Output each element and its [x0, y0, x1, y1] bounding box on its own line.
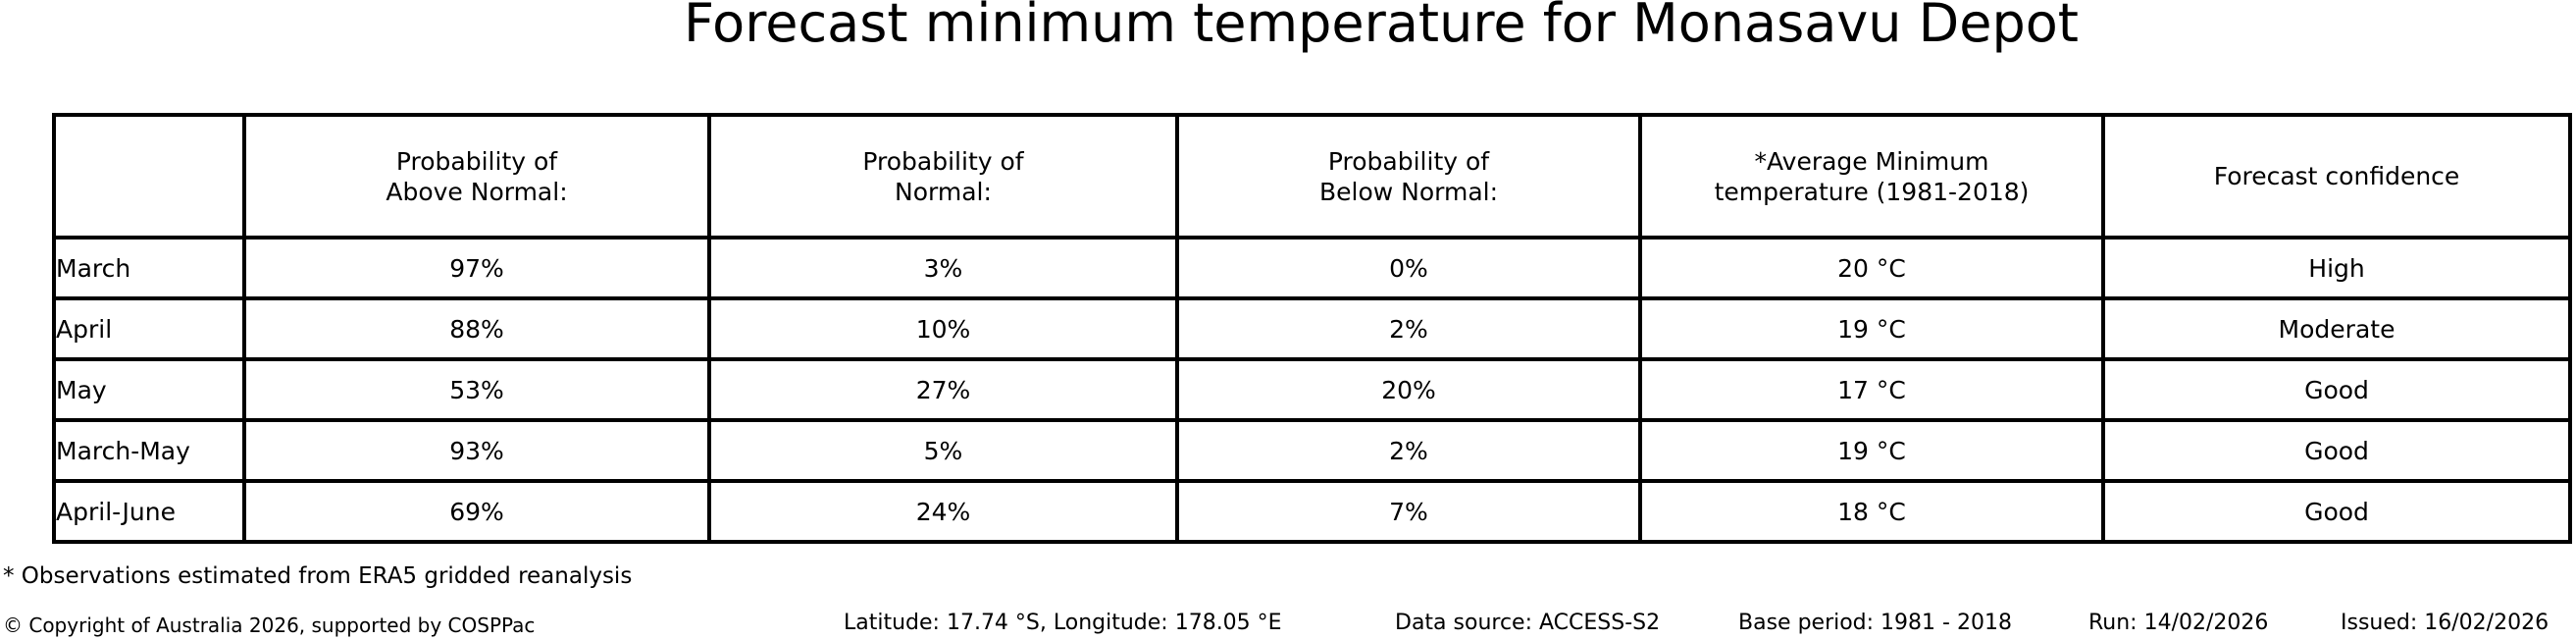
- copyright-text: © Copyright of Australia 2026, supported…: [3, 613, 536, 637]
- table-row-march: March 97% 3% 0% 20 °C High: [52, 236, 2572, 300]
- col-header-below-normal: Probability of Below Normal:: [1175, 113, 1642, 240]
- row-label: April-June: [52, 479, 246, 544]
- cell-confidence: High: [2101, 236, 2572, 300]
- cell-normal: 3%: [707, 236, 1179, 300]
- run-date-text: Run: 14/02/2026: [2088, 611, 2269, 635]
- col-header-forecast-confidence: Forecast confidence: [2101, 113, 2572, 240]
- corner-cell: [52, 113, 246, 240]
- cell-below-normal: 7%: [1175, 479, 1642, 544]
- cell-normal: 10%: [707, 296, 1179, 361]
- cell-below-normal: 2%: [1175, 418, 1642, 483]
- cell-above-normal: 88%: [242, 296, 711, 361]
- cell-avg-min-temp: 19 °C: [1638, 296, 2105, 361]
- col-header-above-normal: Probability of Above Normal:: [242, 113, 711, 240]
- col-header-normal: Probability of Normal:: [707, 113, 1179, 240]
- table-row-may: May 53% 27% 20% 17 °C Good: [52, 357, 2572, 422]
- cell-normal: 27%: [707, 357, 1179, 422]
- cell-below-normal: 2%: [1175, 296, 1642, 361]
- cell-normal: 24%: [707, 479, 1179, 544]
- cell-avg-min-temp: 19 °C: [1638, 418, 2105, 483]
- data-source-text: Data source: ACCESS-S2: [1395, 611, 1661, 635]
- col-header-avg-min-temp: *Average Minimum temperature (1981-2018): [1638, 113, 2105, 240]
- row-label: March: [52, 236, 246, 300]
- row-label: April: [52, 296, 246, 361]
- cell-above-normal: 97%: [242, 236, 711, 300]
- issued-date-text: Issued: 16/02/2026: [2341, 611, 2550, 635]
- cell-above-normal: 69%: [242, 479, 711, 544]
- footnote: * Observations estimated from ERA5 gridd…: [3, 563, 633, 589]
- base-period-text: Base period: 1981 - 2018: [1738, 611, 2012, 635]
- cell-normal: 5%: [707, 418, 1179, 483]
- cell-confidence: Moderate: [2101, 296, 2572, 361]
- cell-below-normal: 0%: [1175, 236, 1642, 300]
- cell-avg-min-temp: 20 °C: [1638, 236, 2105, 300]
- cell-confidence: Good: [2101, 479, 2572, 544]
- row-label: May: [52, 357, 246, 422]
- cell-avg-min-temp: 17 °C: [1638, 357, 2105, 422]
- cell-below-normal: 20%: [1175, 357, 1642, 422]
- table-row-march-may: March-May 93% 5% 2% 19 °C Good: [52, 418, 2572, 483]
- forecast-table: Probability of Above Normal: Probability…: [52, 113, 2572, 544]
- table-row-april-june: April-June 69% 24% 7% 18 °C Good: [52, 479, 2572, 544]
- cell-avg-min-temp: 18 °C: [1638, 479, 2105, 544]
- table-row-april: April 88% 10% 2% 19 °C Moderate: [52, 296, 2572, 361]
- row-label: March-May: [52, 418, 246, 483]
- cell-confidence: Good: [2101, 418, 2572, 483]
- page-title: Forecast minimum temperature for Monasav…: [684, 0, 2079, 54]
- cell-above-normal: 53%: [242, 357, 711, 422]
- header-row: Probability of Above Normal: Probability…: [52, 113, 2572, 240]
- cell-above-normal: 93%: [242, 418, 711, 483]
- location-text: Latitude: 17.74 °S, Longitude: 178.05 °E: [844, 611, 1282, 635]
- cell-confidence: Good: [2101, 357, 2572, 422]
